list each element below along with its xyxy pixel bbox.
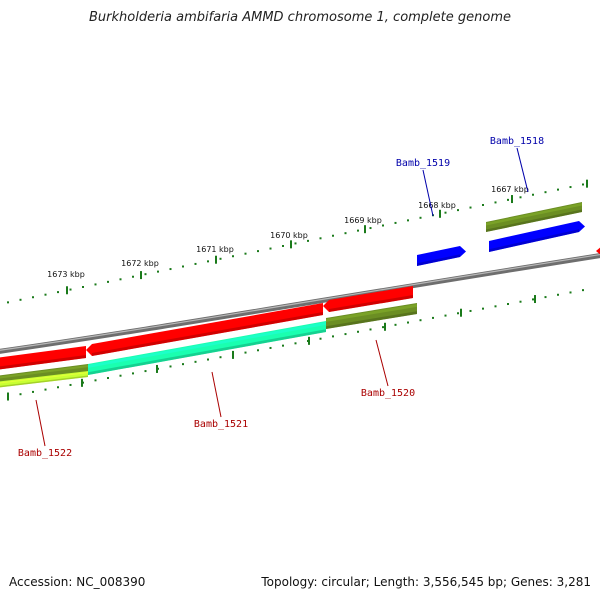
label-leader-line: [211, 371, 222, 418]
label-leader-line: [422, 169, 434, 217]
feature-block-highlight: [0, 372, 88, 384]
topology-summary: Topology: circular; Length: 3,556,545 bp…: [261, 575, 591, 589]
feature-block-shadow: [486, 209, 582, 232]
accession-text: Accession: NC_008390: [9, 575, 146, 589]
scale-label: 1672 kbp: [121, 259, 159, 268]
feature-block-shadow: [326, 311, 417, 329]
feature-block-highlight: [88, 322, 326, 368]
gene-label: Bamb_1518: [490, 136, 544, 147]
label-leader-line: [516, 147, 529, 193]
gene-bamb-1521-shadow: [92, 312, 323, 356]
scale-label: 1667 kbp: [491, 185, 529, 194]
gene-label: Bamb_1520: [361, 388, 415, 399]
gene-bamb-1519-highlight: [417, 247, 460, 259]
gene-bamb-1521-highlight: [92, 304, 323, 349]
gene-label: Bamb_1522: [18, 448, 72, 459]
gene-bamb-1520-shadow: [329, 295, 413, 312]
map-title: Burkholderia ambifaria AMMD chromosome 1…: [88, 10, 512, 25]
label-leader-line: [35, 399, 46, 447]
tick-layer: [7, 179, 588, 401]
gene-bamb-1519-shadow: [417, 254, 460, 266]
scale-label: 1671 kbp: [196, 245, 234, 254]
backbone-layer: [0, 253, 600, 354]
gene-bamb-1518-highlight: [489, 222, 579, 245]
feature-block-highlight: [0, 365, 88, 379]
scale-label: 1673 kbp: [47, 270, 85, 279]
gene-bamb-1522-highlight: [0, 347, 86, 362]
gene-label: Bamb_1521: [194, 419, 248, 430]
gene-bamb-1518-shadow: [489, 229, 579, 252]
feature-block-shadow: [0, 375, 88, 388]
feature-block-highlight: [486, 203, 582, 226]
scale-label: 1670 kbp: [270, 231, 308, 240]
genome-backbone: [0, 253, 600, 354]
label-layer: 1673 kbp 1672 kbp 1671 kbp 1670 kbp 1669 kbp…: [18, 136, 544, 459]
label-leader-line: [375, 339, 389, 387]
gene-edge-arrow: [596, 247, 600, 255]
feature-layer: [0, 202, 600, 388]
feature-block-highlight: [326, 304, 417, 322]
scale-label: 1669 kbp: [344, 216, 382, 225]
gene-bamb-1522-shadow: [0, 355, 86, 370]
genome-backbone-highlight: [0, 253, 600, 351]
scale-label: 1668 kbp: [418, 201, 456, 210]
feature-block-shadow: [88, 329, 326, 375]
gene-label: Bamb_1519: [396, 158, 450, 169]
gene-bamb-1520-highlight: [329, 287, 413, 305]
